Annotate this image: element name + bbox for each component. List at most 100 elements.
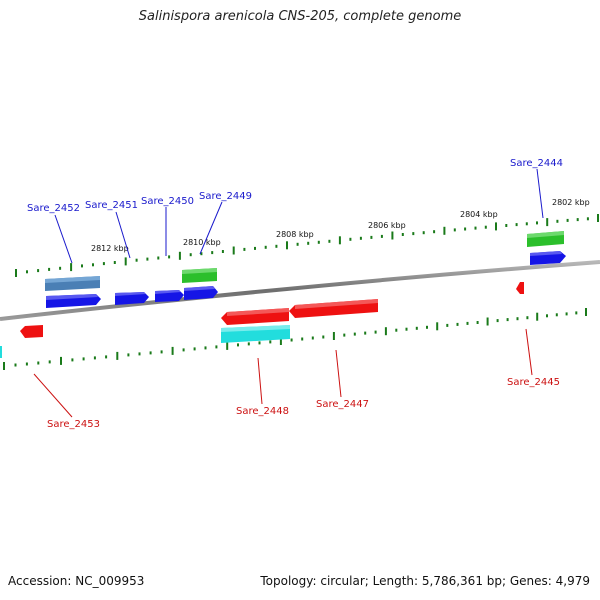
label-sare-2447[interactable]: Sare_2447 [316,399,369,410]
feature-sare-2444-rna[interactable] [527,231,564,247]
feature-sare-2452[interactable] [46,294,101,308]
ruler-tick [296,242,299,246]
ruler-tick [269,340,272,344]
ruler-tick [546,314,548,318]
leader-sare-2448 [257,357,263,405]
ruler-tick [546,218,549,227]
leader-sare-2444 [536,168,544,219]
ruler-tick [301,337,304,341]
feature-sare-2449-cds[interactable] [184,286,218,300]
label-sare-2451[interactable]: Sare_2451 [85,200,138,211]
feature-sare-2444-cds[interactable] [530,251,566,265]
ruler-tick [506,318,509,322]
ruler-tick [496,319,499,323]
feature-sare-2452-misc[interactable] [45,276,100,291]
ruler-tick [505,224,508,227]
ruler-tick [474,226,477,230]
ruler-tick [146,257,149,261]
ruler-tick [254,246,256,250]
label-sare-2452[interactable]: Sare_2452 [27,203,80,214]
feature-sare-2448-rna[interactable] [221,325,290,343]
ruler-tick [124,257,127,266]
ruler-tick [279,337,282,345]
label-sare-2444[interactable]: Sare_2444 [510,158,563,169]
label-sare-2453[interactable]: Sare_2453 [47,419,100,430]
ruler-tick [405,327,408,331]
ruler-ticks-outer [15,214,599,277]
leader-sare-2445 [525,328,533,376]
ruler-tick [48,360,51,364]
feature-sare-2453-edge[interactable] [0,346,2,358]
ruler-tick [565,312,568,316]
ruler-tick [127,353,130,357]
ruler-tick [484,225,487,229]
label-sare-2450[interactable]: Sare_2450 [141,196,194,207]
feature-sare-2451[interactable] [115,292,149,305]
feature-sare-2448-cds[interactable] [221,308,289,325]
feature-sare-2450[interactable] [155,290,184,302]
ruler-label-2808: 2808 kbp [276,230,314,239]
ruler-tick [182,348,185,352]
ruler-tick [322,335,325,339]
ruler-tick [536,221,538,225]
ruler-tick [189,253,192,257]
ruler-tick [113,261,116,264]
ruler-label-2812: 2812 kbp [91,244,129,253]
ruler-tick [597,214,599,222]
ruler-tick [232,246,235,255]
ruler-tick [26,270,28,274]
ruler-tick [37,361,40,365]
ruler-tick [401,233,404,236]
leader-sare-2452 [54,214,73,264]
label-sare-2449[interactable]: Sare_2449 [199,191,252,202]
ruler-tick [237,343,239,347]
ruler-tick [135,258,138,262]
ruler-tick [556,219,559,223]
ruler-tick [243,247,246,251]
leader-sare-2447 [335,349,342,398]
ruler-label-2810: 2810 kbp [183,238,221,247]
ruler-tick [328,239,331,243]
ruler-tick [415,326,418,330]
label-sare-2448[interactable]: Sare_2448 [236,406,289,417]
ruler-tick [338,236,341,245]
ruler-tick [168,255,171,259]
ruler-tick [436,322,439,331]
ruler-tick [359,236,362,240]
ruler-tick [37,269,40,273]
ruler-tick [353,332,356,336]
ruler-tick [160,350,163,354]
ruler-tick [536,312,539,321]
ruler-tick [307,241,310,245]
feature-sare-2447[interactable] [289,299,378,318]
ruler-tick [59,266,62,270]
leader-sare-2451 [115,211,131,259]
ruler-tick [443,226,446,235]
ruler-tick [258,341,261,345]
genome-backbone [0,260,600,321]
ruler-label-2802: 2802 kbp [552,198,590,207]
ruler-tick [286,241,288,250]
ruler-tick [211,251,214,255]
ruler-tick [384,327,387,336]
ruler-tick [311,336,314,340]
ruler-tick [566,218,569,222]
ruler-tick [82,357,85,361]
ruler-tick [575,311,578,315]
ruler-tick [515,223,518,227]
feature-sare-2453[interactable] [20,325,43,338]
ruler-tick [317,240,320,244]
ruler-tick [226,341,229,350]
feature-sare-2445[interactable] [516,282,524,294]
feature-sare-2449-rna[interactable] [182,268,217,283]
ruler-tick [290,338,293,342]
ruler-tick [526,316,529,320]
label-sare-2445[interactable]: Sare_2445 [507,377,560,388]
map-title: Salinispora arenicola CNS-205, complete … [138,9,462,24]
ruler-tick [157,256,160,260]
leader-sare-2449 [199,201,223,255]
ruler-tick [466,321,469,325]
ruler-tick [453,228,456,232]
ruler-tick [412,232,415,236]
